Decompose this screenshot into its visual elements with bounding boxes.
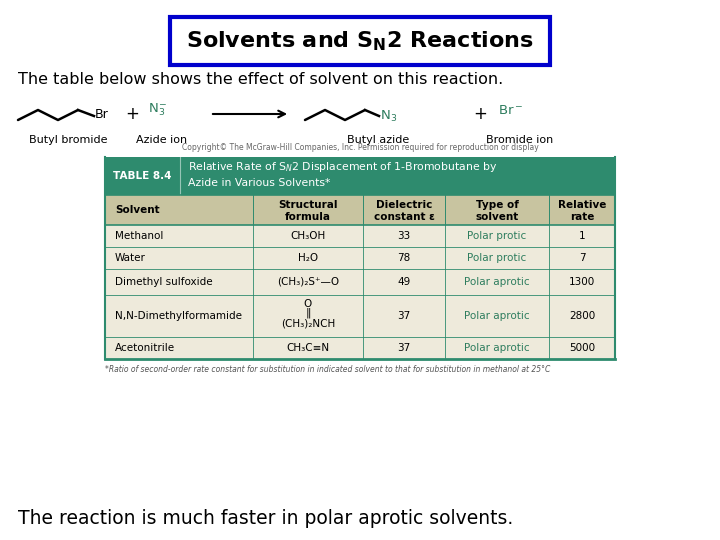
- Text: +: +: [473, 105, 487, 123]
- Text: Dielectric: Dielectric: [376, 200, 432, 210]
- Text: Water: Water: [115, 253, 146, 263]
- Text: Dimethyl sulfoxide: Dimethyl sulfoxide: [115, 277, 212, 287]
- Text: 37: 37: [397, 343, 410, 353]
- Text: Polar protic: Polar protic: [467, 231, 526, 241]
- Text: 49: 49: [397, 277, 410, 287]
- Text: Polar aprotic: Polar aprotic: [464, 343, 530, 353]
- Text: Br$^-$: Br$^-$: [498, 104, 523, 117]
- Text: Structural: Structural: [278, 200, 338, 210]
- Text: H₂O: H₂O: [298, 253, 318, 263]
- Text: constant ε: constant ε: [374, 212, 434, 221]
- Text: Butyl bromide: Butyl bromide: [29, 135, 107, 145]
- Text: Azide in Various Solvents*: Azide in Various Solvents*: [188, 178, 330, 188]
- Text: rate: rate: [570, 212, 594, 221]
- Text: Br: Br: [95, 109, 109, 122]
- Text: Polar aprotic: Polar aprotic: [464, 311, 530, 321]
- Text: Methanol: Methanol: [115, 231, 163, 241]
- Text: N$_3^{-}$: N$_3^{-}$: [148, 102, 167, 118]
- Text: O: O: [304, 299, 312, 309]
- Bar: [105, 337, 615, 359]
- Text: Polar aprotic: Polar aprotic: [464, 277, 530, 287]
- Text: (CH₃)₂NCH: (CH₃)₂NCH: [281, 319, 335, 328]
- Text: N,N-Dimethylformamide: N,N-Dimethylformamide: [115, 311, 242, 321]
- Text: Copyright© The McGraw-Hill Companies, Inc. Permission required for reproduction : Copyright© The McGraw-Hill Companies, In…: [181, 143, 539, 152]
- Text: 2800: 2800: [569, 311, 595, 321]
- Bar: [105, 157, 615, 195]
- Text: ‖: ‖: [305, 307, 311, 318]
- Text: solvent: solvent: [475, 212, 518, 221]
- Text: 5000: 5000: [569, 343, 595, 353]
- Text: CH₃C≡N: CH₃C≡N: [287, 343, 330, 353]
- Text: Relative: Relative: [558, 200, 606, 210]
- Text: formula: formula: [285, 212, 331, 221]
- Text: Solvent: Solvent: [115, 205, 160, 215]
- Text: Polar protic: Polar protic: [467, 253, 526, 263]
- Text: N$_3$: N$_3$: [380, 109, 397, 124]
- Text: Solvents and $\mathbf{S_N}$$\mathbf{2}$ $\mathbf{Reactions}$: Solvents and $\mathbf{S_N}$$\mathbf{2}$ …: [186, 29, 534, 53]
- Text: 1: 1: [579, 231, 585, 241]
- Bar: [105, 269, 615, 295]
- Text: TABLE 8.4: TABLE 8.4: [113, 171, 171, 181]
- Text: Relative Rate of S$_N$2 Displacement of 1-Bromobutane by: Relative Rate of S$_N$2 Displacement of …: [188, 160, 498, 174]
- Text: Acetonitrile: Acetonitrile: [115, 343, 175, 353]
- Text: Bromide ion: Bromide ion: [487, 135, 554, 145]
- Bar: [105, 195, 615, 225]
- Bar: [105, 247, 615, 269]
- Text: Butyl azide: Butyl azide: [347, 135, 409, 145]
- Text: *Ratio of second-order rate constant for substitution in indicated solvent to th: *Ratio of second-order rate constant for…: [105, 365, 550, 374]
- Bar: [170, 17, 550, 65]
- Text: +: +: [125, 105, 139, 123]
- Bar: [105, 225, 615, 247]
- Text: 1300: 1300: [569, 277, 595, 287]
- Text: The reaction is much faster in polar aprotic solvents.: The reaction is much faster in polar apr…: [18, 509, 513, 528]
- Text: 37: 37: [397, 311, 410, 321]
- Text: Type of: Type of: [476, 200, 518, 210]
- Text: The table below shows the effect of solvent on this reaction.: The table below shows the effect of solv…: [18, 72, 503, 87]
- Text: Azide ion: Azide ion: [136, 135, 188, 145]
- Text: 33: 33: [397, 231, 410, 241]
- Text: 7: 7: [579, 253, 585, 263]
- Bar: [105, 295, 615, 337]
- Text: CH₃OH: CH₃OH: [290, 231, 325, 241]
- Text: (CH₃)₂S⁺—O: (CH₃)₂S⁺—O: [277, 277, 339, 287]
- Text: 78: 78: [397, 253, 410, 263]
